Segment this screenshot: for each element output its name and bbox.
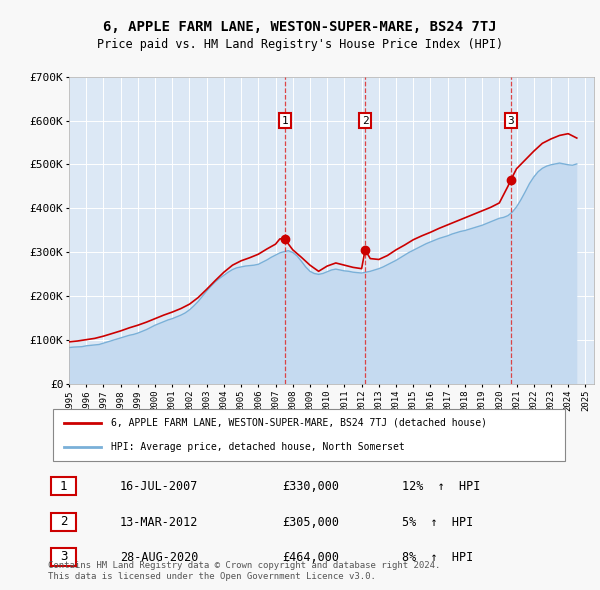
Text: 5%  ↑  HPI: 5% ↑ HPI [402,516,473,529]
FancyBboxPatch shape [51,548,76,566]
Text: Price paid vs. HM Land Registry's House Price Index (HPI): Price paid vs. HM Land Registry's House … [97,38,503,51]
Text: 6, APPLE FARM LANE, WESTON-SUPER-MARE, BS24 7TJ: 6, APPLE FARM LANE, WESTON-SUPER-MARE, B… [103,19,497,34]
FancyBboxPatch shape [51,513,76,530]
Text: 2: 2 [362,116,368,126]
Text: 16-JUL-2007: 16-JUL-2007 [120,480,199,493]
Text: £464,000: £464,000 [282,551,339,564]
FancyBboxPatch shape [51,477,76,495]
Text: 3: 3 [60,550,67,563]
Text: Contains HM Land Registry data © Crown copyright and database right 2024.
This d: Contains HM Land Registry data © Crown c… [48,561,440,581]
Text: 1: 1 [60,480,67,493]
Text: 6, APPLE FARM LANE, WESTON-SUPER-MARE, BS24 7TJ (detached house): 6, APPLE FARM LANE, WESTON-SUPER-MARE, B… [112,418,487,428]
Text: 3: 3 [508,116,514,126]
Text: 12%  ↑  HPI: 12% ↑ HPI [402,480,481,493]
Text: 2: 2 [60,515,67,528]
Text: 8%  ↑  HPI: 8% ↑ HPI [402,551,473,564]
Text: 13-MAR-2012: 13-MAR-2012 [120,516,199,529]
FancyBboxPatch shape [53,409,565,461]
Text: HPI: Average price, detached house, North Somerset: HPI: Average price, detached house, Nort… [112,442,405,453]
Text: 1: 1 [281,116,288,126]
Text: £330,000: £330,000 [282,480,339,493]
Text: 28-AUG-2020: 28-AUG-2020 [120,551,199,564]
Text: £305,000: £305,000 [282,516,339,529]
